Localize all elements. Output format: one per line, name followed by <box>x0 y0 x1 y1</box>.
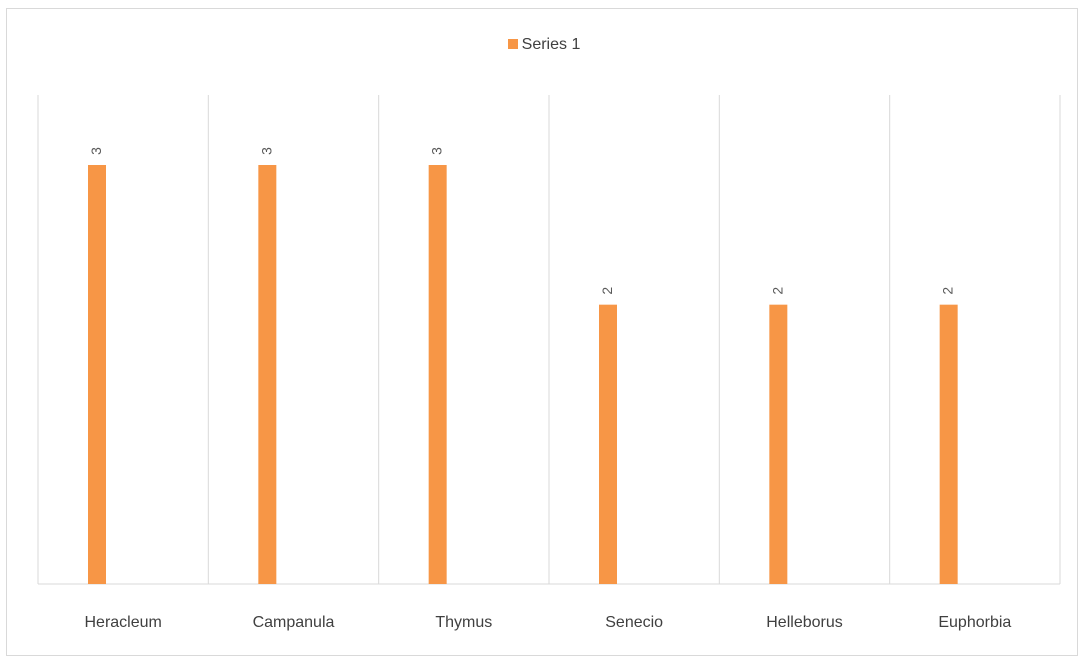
x-tick-label: Senecio <box>605 614 663 631</box>
data-label: 2 <box>599 287 615 295</box>
x-tick-label: Helleborus <box>766 614 842 631</box>
legend: Series 1 <box>0 36 1088 54</box>
chart-frame <box>6 8 1078 656</box>
data-label: 3 <box>429 147 445 155</box>
data-label: 3 <box>258 147 274 155</box>
x-tick-label: Heracleum <box>84 614 161 631</box>
data-label: 2 <box>940 287 956 295</box>
x-tick-label: Euphorbia <box>938 614 1011 631</box>
legend-swatch <box>507 39 518 49</box>
data-label: 2 <box>769 287 785 295</box>
bar-campanula <box>258 165 277 584</box>
bar-helleborus <box>769 304 788 584</box>
x-tick-label: Thymus <box>435 614 492 631</box>
bar-thymus <box>428 165 447 584</box>
bar-euphorbia <box>939 304 958 584</box>
x-tick-label: Campanula <box>253 614 335 631</box>
bar-heracleum <box>88 165 106 584</box>
legend-label: Series 1 <box>521 36 581 53</box>
bar-senecio <box>599 304 617 584</box>
data-label: 3 <box>88 147 104 155</box>
